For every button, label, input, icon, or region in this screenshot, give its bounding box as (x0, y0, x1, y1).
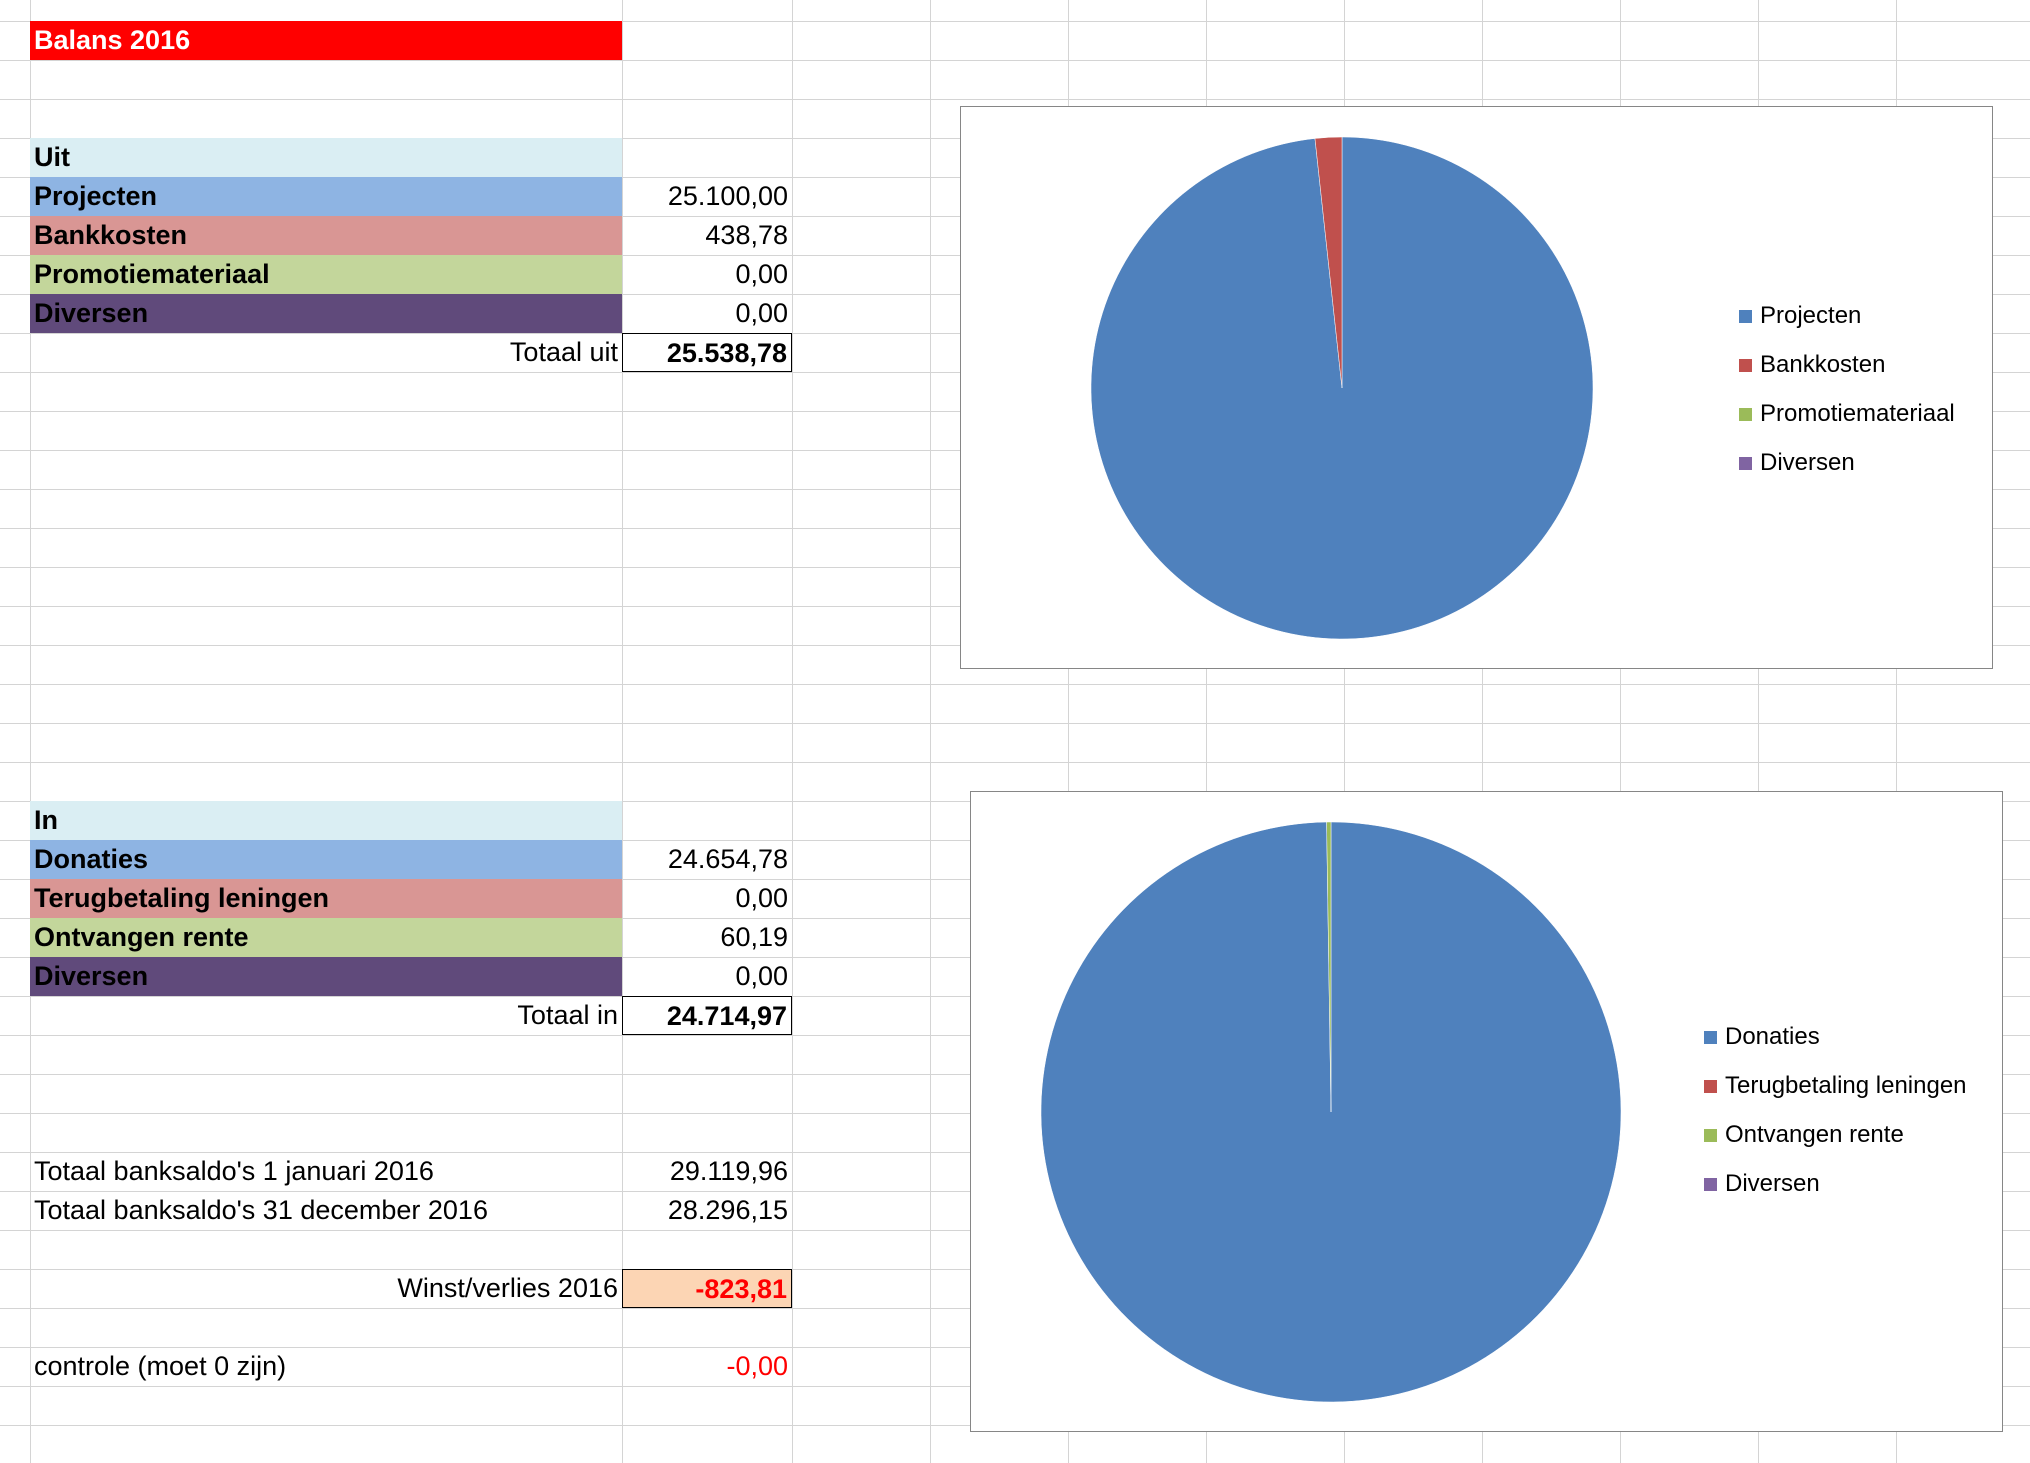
gridline (1758, 0, 1759, 1463)
sheet-title[interactable]: Balans 2016 (30, 21, 622, 60)
pie-chart-uit (1090, 136, 1594, 640)
legend-label: Terugbetaling leningen (1725, 1072, 1967, 1099)
legend-swatch-icon (1704, 1129, 1717, 1142)
legend-label: Ontvangen rente (1725, 1121, 1904, 1148)
uit-row-label[interactable]: Promotiemateriaal (30, 255, 622, 294)
check-value[interactable]: -0,00 (726, 1351, 788, 1381)
pie-slice-bankkosten[interactable] (1314, 136, 1343, 389)
in-row-value[interactable]: 0,00 (735, 883, 788, 913)
chart-uit-pie[interactable]: Projecten Bankkosten Promotiemateriaal D… (960, 106, 1993, 669)
in-row-value[interactable]: 60,19 (720, 922, 788, 952)
uit-row-value[interactable]: 0,00 (735, 259, 788, 289)
uit-row-value[interactable]: 25.100,00 (667, 181, 788, 211)
legend-label: Projecten (1760, 302, 1862, 329)
uit-row-value[interactable]: 0,00 (735, 298, 788, 328)
in-row-value[interactable]: 24.654,78 (667, 844, 788, 874)
legend-swatch-icon (1704, 1031, 1717, 1044)
legend-swatch-icon (1739, 457, 1752, 470)
legend-swatch-icon (1739, 408, 1752, 421)
legend-label: Diversen (1725, 1170, 1820, 1197)
result-value[interactable]: -823,81 (622, 1269, 792, 1308)
in-row-label[interactable]: Donaties (30, 840, 622, 879)
uit-row-value[interactable]: 438,78 (705, 220, 788, 250)
gridline (0, 684, 2030, 685)
in-header[interactable]: In (30, 801, 622, 840)
in-row-label[interactable]: Diversen (30, 957, 622, 996)
in-row-label[interactable]: Ontvangen rente (30, 918, 622, 957)
result-label[interactable]: Winst/verlies 2016 (397, 1273, 618, 1303)
bank-end-label[interactable]: Totaal banksaldo's 31 december 2016 (34, 1195, 488, 1225)
total-uit-value[interactable]: 25.538,78 (622, 333, 792, 372)
bank-end-value[interactable]: 28.296,15 (667, 1195, 788, 1225)
gridline (792, 0, 793, 1463)
gridline (1206, 0, 1207, 1463)
pie-chart-in (1040, 821, 1622, 1403)
legend-label: Promotiemateriaal (1760, 400, 1955, 427)
check-label[interactable]: controle (moet 0 zijn) (34, 1351, 287, 1381)
uit-row-label[interactable]: Bankkosten (30, 216, 622, 255)
gridline (0, 60, 2030, 61)
gridline (1482, 0, 1483, 1463)
gridline (0, 723, 2030, 724)
legend-label: Bankkosten (1760, 351, 1886, 378)
bank-start-label[interactable]: Totaal banksaldo's 1 januari 2016 (34, 1156, 434, 1186)
gridline (1620, 0, 1621, 1463)
legend-swatch-icon (1739, 310, 1752, 323)
uit-header[interactable]: Uit (30, 138, 622, 177)
gridline (1896, 0, 1897, 1463)
gridline (930, 0, 931, 1463)
gridline (0, 762, 2030, 763)
gridline (30, 0, 31, 1463)
gridline (1068, 0, 1069, 1463)
legend-label: Donaties (1725, 1023, 1820, 1050)
uit-row-label[interactable]: Projecten (30, 177, 622, 216)
in-row-label[interactable]: Terugbetaling leningen (30, 879, 622, 918)
pie-slice-ontvangen-rente[interactable] (1326, 821, 1332, 1113)
legend-label: Diversen (1760, 449, 1855, 476)
total-in-value[interactable]: 24.714,97 (622, 996, 792, 1035)
legend-swatch-icon (1704, 1080, 1717, 1093)
legend-swatch-icon (1739, 359, 1752, 372)
total-uit-label[interactable]: Totaal uit (509, 337, 618, 367)
bank-start-value[interactable]: 29.119,96 (669, 1156, 788, 1186)
total-in-label[interactable]: Totaal in (517, 1000, 618, 1030)
in-row-value[interactable]: 0,00 (735, 961, 788, 991)
gridline (1344, 0, 1345, 1463)
gridline (0, 21, 2030, 22)
uit-row-label[interactable]: Diversen (30, 294, 622, 333)
chart-in-pie[interactable]: Donaties Terugbetaling leningen Ontvange… (970, 791, 2003, 1432)
gridline (0, 99, 2030, 100)
legend-swatch-icon (1704, 1178, 1717, 1191)
gridline (622, 0, 623, 1463)
